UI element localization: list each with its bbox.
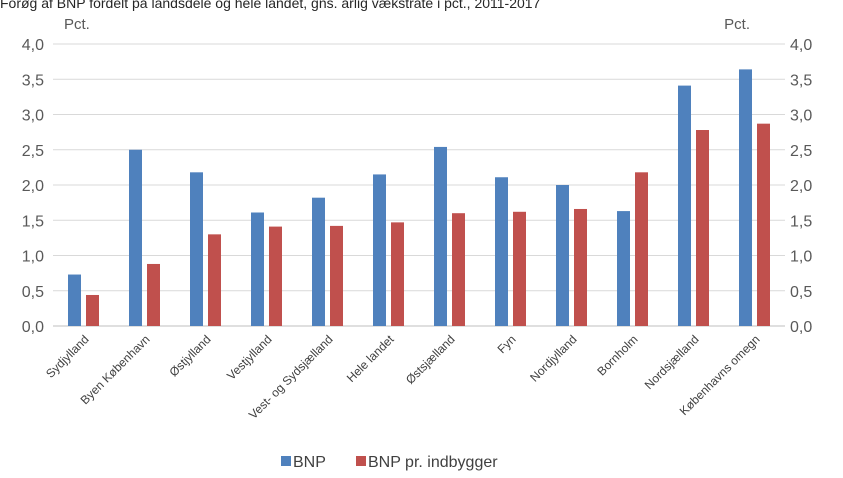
- left-tick-label: 2,0: [22, 178, 44, 195]
- bar-bnp: [129, 149, 142, 326]
- left-axis: 0,0 0,5 1,0 1,5 2,0 2,5 3,0 3,5 4,0: [22, 37, 44, 336]
- category-label: Østsjælland: [403, 332, 458, 387]
- bar-bnp: [739, 69, 752, 326]
- left-tick-label: 3,0: [22, 108, 44, 125]
- left-tick-label: 0,0: [22, 319, 44, 336]
- category-label: Bornholm: [594, 332, 640, 378]
- right-tick-label: 1,5: [790, 213, 812, 230]
- left-tick-label: 1,5: [22, 213, 44, 230]
- bar-bnp: [68, 274, 81, 326]
- bar-bnp-per-capita: [269, 226, 282, 326]
- bar-bnp-per-capita: [147, 263, 160, 326]
- right-tick-label: 1,0: [790, 249, 812, 266]
- bar-bnp: [495, 177, 508, 326]
- bars: [68, 69, 770, 326]
- bar-bnp-per-capita: [513, 211, 526, 326]
- bar-bnp-per-capita: [574, 208, 587, 326]
- bar-bnp: [617, 211, 630, 326]
- bar-bnp-per-capita: [452, 213, 465, 326]
- right-tick-label: 4,0: [790, 37, 812, 54]
- category-label: Vestjylland: [224, 332, 274, 382]
- right-tick-label: 2,5: [790, 143, 812, 160]
- right-tick-label: 0,0: [790, 319, 812, 336]
- bar-bnp: [251, 212, 264, 326]
- left-tick-label: 2,5: [22, 143, 44, 160]
- right-tick-label: 3,0: [790, 108, 812, 125]
- bar-bnp-per-capita: [391, 222, 404, 326]
- bar-bnp-per-capita: [635, 172, 648, 326]
- bar-bnp-per-capita: [696, 130, 709, 326]
- legend-swatch-bnp-per-capita: [356, 456, 366, 466]
- bar-bnp-per-capita: [330, 225, 343, 326]
- bar-bnp-per-capita: [86, 294, 99, 326]
- gridlines: [53, 43, 785, 327]
- legend-swatch-bnp: [281, 456, 291, 466]
- bar-bnp: [190, 172, 203, 326]
- right-axis-unit: Pct.: [724, 16, 750, 33]
- category-label: Østjylland: [166, 332, 213, 379]
- left-axis-unit: Pct.: [64, 16, 90, 33]
- left-tick-label: 1,0: [22, 249, 44, 266]
- category-label: Sydjylland: [43, 332, 92, 381]
- bar-bnp-per-capita: [208, 234, 221, 326]
- bar-bnp: [373, 174, 386, 326]
- bar-bnp-per-capita: [757, 123, 770, 326]
- category-label: Hele landet: [344, 332, 397, 385]
- category-label: Nordjylland: [527, 332, 579, 384]
- bar-bnp: [312, 197, 325, 326]
- left-tick-label: 4,0: [22, 37, 44, 54]
- right-tick-label: 0,5: [790, 284, 812, 301]
- right-tick-label: 3,5: [790, 72, 812, 89]
- legend-label-bnp: BNP: [293, 454, 326, 471]
- left-tick-label: 3,5: [22, 72, 44, 89]
- right-axis: 0,0 0,5 1,0 1,5 2,0 2,5 3,0 3,5 4,0: [790, 37, 812, 336]
- left-tick-label: 0,5: [22, 284, 44, 301]
- bar-bnp: [556, 185, 569, 326]
- legend: BNP BNP pr. indbygger: [281, 454, 498, 471]
- category-label: Fyn: [495, 332, 519, 356]
- right-tick-label: 2,0: [790, 178, 812, 195]
- category-label: Nordsjælland: [642, 332, 702, 392]
- chart-title: Forøg af BNP fordelt på landsdele og hel…: [0, 0, 541, 11]
- legend-label-bnp-per-capita: BNP pr. indbygger: [368, 454, 498, 471]
- bar-bnp: [678, 85, 691, 326]
- bar-bnp: [434, 146, 447, 326]
